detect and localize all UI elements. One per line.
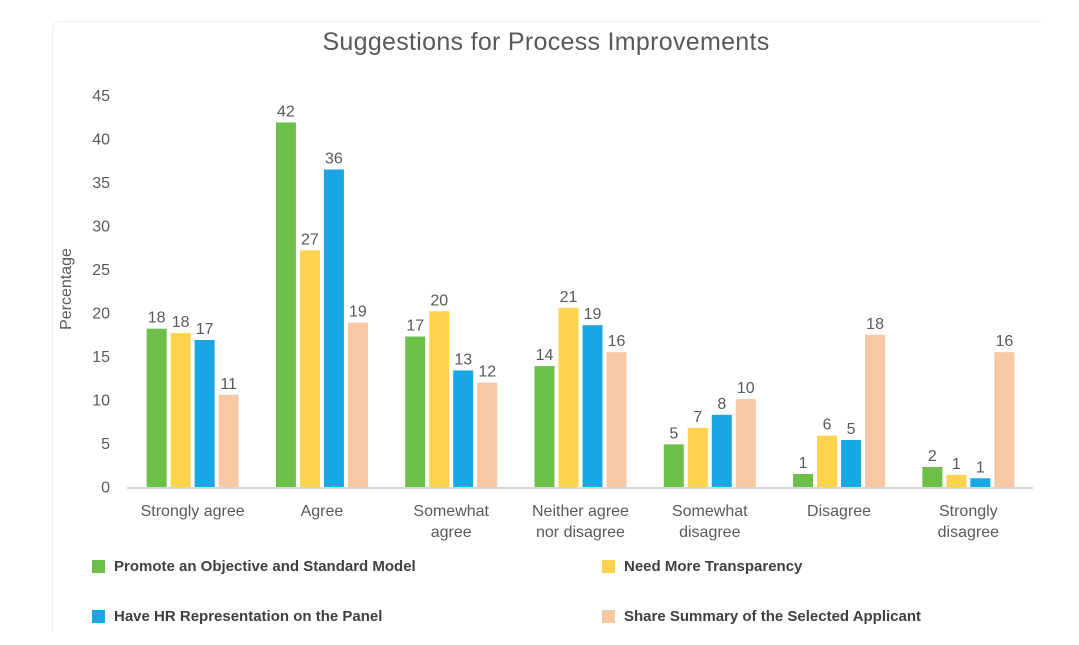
bar-series2-cat4	[711, 414, 732, 487]
data-label-series2-cat6: 1	[976, 459, 985, 476]
y-tick-label-5: 5	[101, 436, 110, 453]
data-label-series3-cat4: 10	[737, 380, 755, 397]
data-label-series1-cat5: 6	[823, 417, 832, 434]
bar-series1-cat2	[429, 311, 450, 487]
bar-series0-cat1	[275, 122, 296, 487]
bar-series2-cat5	[841, 440, 862, 487]
data-label-series1-cat2: 20	[430, 292, 448, 309]
data-label-series3-cat2: 12	[478, 364, 496, 381]
y-tick-label-15: 15	[92, 349, 110, 366]
data-label-series1-cat0: 18	[172, 314, 190, 331]
bar-series2-cat3	[582, 325, 603, 487]
bar-series2-cat2	[453, 370, 474, 487]
chart-title: Suggestions for Process Improvements	[322, 28, 770, 56]
legend-item-0: Promote an Objective and Standard Model	[92, 556, 416, 576]
y-tick-label-25: 25	[92, 262, 110, 279]
bar-series2-cat0	[194, 339, 215, 487]
legend-label: Have HR Representation on the Panel	[114, 607, 383, 625]
y-tick-label-0: 0	[101, 480, 110, 497]
data-label-series1-cat1: 27	[301, 231, 319, 248]
data-label-series0-cat0: 18	[148, 310, 166, 327]
bar-series0-cat2	[405, 336, 426, 487]
bar-series3-cat6	[994, 352, 1015, 487]
bar-series0-cat0	[146, 328, 167, 487]
bar-series3-cat2	[477, 382, 498, 487]
data-label-series3-cat6: 16	[995, 333, 1013, 350]
data-label-series3-cat0: 11	[220, 376, 237, 393]
bar-series1-cat3	[558, 307, 579, 487]
y-tick-label-10: 10	[92, 393, 110, 410]
data-label-series2-cat4: 8	[717, 396, 726, 413]
data-label-series2-cat3: 19	[584, 306, 602, 323]
data-label-series0-cat1: 42	[277, 103, 295, 120]
data-label-series0-cat6: 2	[928, 448, 937, 465]
bar-series3-cat4	[735, 399, 756, 487]
data-label-series0-cat5: 1	[799, 455, 808, 472]
legend-label: Share Summary of the Selected Applicant	[624, 607, 922, 625]
data-label-series3-cat1: 19	[349, 304, 367, 321]
y-tick-label-35: 35	[92, 175, 110, 192]
data-label-series3-cat3: 16	[608, 333, 626, 350]
bar-series1-cat6	[946, 474, 967, 487]
legend-item-3: Share Summary of the Selected Applicant	[602, 606, 921, 626]
bar-series0-cat3	[534, 366, 555, 487]
bar-series3-cat1	[347, 322, 368, 487]
bar-series0-cat4	[663, 444, 684, 487]
bar-series2-cat6	[970, 478, 991, 487]
data-label-series2-cat5: 5	[847, 421, 856, 438]
legend-swatch-icon	[602, 559, 615, 573]
bar-series2-cat1	[323, 169, 344, 487]
y-tick-label-45: 45	[92, 88, 110, 105]
bar-series0-cat5	[793, 473, 814, 487]
legend-item-1: Need More Transparency	[602, 556, 802, 576]
bar-series1-cat4	[687, 427, 708, 487]
bar-series1-cat1	[299, 250, 320, 487]
bar-series1-cat0	[170, 333, 191, 487]
bar-series1-cat5	[817, 435, 838, 487]
legend-item-2: Have HR Representation on the Panel	[92, 606, 382, 626]
data-label-series2-cat0: 17	[196, 321, 214, 338]
data-label-series1-cat4: 7	[693, 409, 702, 426]
y-tick-label-20: 20	[92, 306, 110, 323]
data-label-series0-cat4: 5	[669, 425, 678, 442]
bar-series3-cat3	[606, 352, 627, 487]
legend-swatch-icon	[92, 609, 105, 623]
legend-label: Promote an Objective and Standard Model	[114, 557, 416, 575]
data-label-series2-cat2: 13	[454, 351, 472, 368]
y-tick-label-30: 30	[92, 219, 110, 236]
data-label-series2-cat1: 36	[325, 150, 343, 167]
data-label-series0-cat2: 17	[406, 317, 424, 334]
bar-series3-cat0	[218, 394, 239, 487]
legend-label: Need More Transparency	[624, 557, 803, 575]
legend-swatch-icon	[602, 609, 615, 623]
bar-series3-cat5	[865, 334, 886, 487]
data-label-series3-cat5: 18	[866, 316, 884, 333]
data-label-series1-cat3: 21	[560, 289, 578, 306]
data-label-series0-cat3: 14	[536, 347, 554, 364]
y-tick-label-40: 40	[92, 132, 110, 149]
data-label-series1-cat6: 1	[952, 456, 961, 473]
legend-swatch-icon	[92, 559, 105, 573]
bar-series0-cat6	[922, 466, 943, 487]
